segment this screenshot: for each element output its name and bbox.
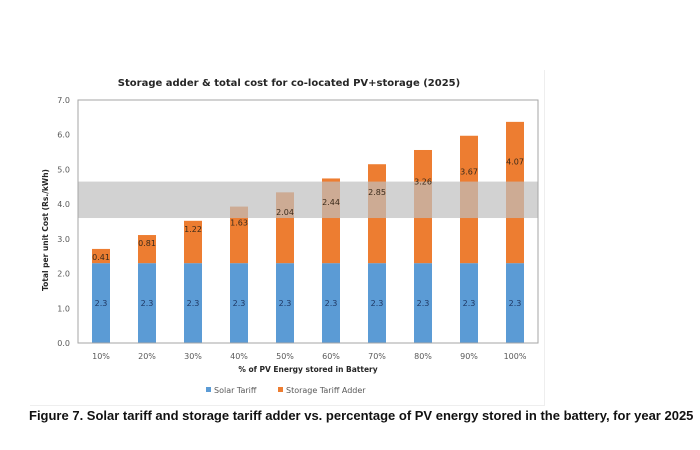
chart-title: Storage adder & total cost for co-locate… <box>118 78 460 89</box>
data-label: 2.44 <box>322 198 340 207</box>
bar-solar-tariff-90pct <box>460 263 478 343</box>
data-label: 1.22 <box>184 225 202 234</box>
bar-solar-tariff-40pct <box>230 263 248 343</box>
y-tick-label: 2.0 <box>57 270 70 279</box>
x-tick-label: 90% <box>460 352 478 361</box>
data-label: 2.3 <box>325 299 338 308</box>
data-label: 0.81 <box>138 239 156 248</box>
legend: Solar Tariff Storage Tariff Adder <box>206 386 366 395</box>
x-tick-label: 70% <box>368 352 386 361</box>
x-tick-label: 50% <box>276 352 294 361</box>
legend-label-solar-tariff: Solar Tariff <box>214 386 257 395</box>
x-tick-label: 40% <box>230 352 248 361</box>
bar-solar-tariff-80pct <box>414 263 432 343</box>
data-label: 2.04 <box>276 208 294 217</box>
data-label: 2.3 <box>463 299 476 308</box>
bar-solar-tariff-20pct <box>138 263 156 343</box>
data-label: 2.3 <box>95 299 108 308</box>
bar-solar-tariff-10pct <box>92 263 110 343</box>
x-tick-label: 80% <box>414 352 432 361</box>
x-tick-label: 60% <box>322 352 340 361</box>
bar-solar-tariff-60pct <box>322 263 340 343</box>
bar-storage-tariff-adder-40pct <box>230 206 248 264</box>
data-label: 2.3 <box>371 299 384 308</box>
bar-storage-tariff-adder-10pct <box>92 248 110 264</box>
data-label: 2.3 <box>279 299 292 308</box>
bar-storage-tariff-adder-30pct <box>184 220 202 264</box>
data-label: 2.3 <box>233 299 246 308</box>
y-tick-label: 1.0 <box>57 304 70 313</box>
y-tick-label: 4.0 <box>57 200 70 209</box>
data-label: 0.41 <box>92 253 110 262</box>
data-label: 1.63 <box>230 218 248 227</box>
shaded-band <box>78 181 538 219</box>
bar-solar-tariff-70pct <box>368 263 386 343</box>
data-label: 3.26 <box>414 178 432 187</box>
legend-swatch-solar-tariff <box>206 387 211 392</box>
data-label: 4.07 <box>506 157 524 166</box>
y-tick-label: 6.0 <box>57 131 70 140</box>
figure-caption: Figure 7. Solar tariff and storage tarif… <box>29 408 694 423</box>
x-tick-label: 30% <box>184 352 202 361</box>
x-tick-label: 20% <box>138 352 156 361</box>
y-tick-label: 0.0 <box>57 339 70 348</box>
y-tick-label: 3.0 <box>57 235 70 244</box>
data-label: 2.85 <box>368 188 386 197</box>
plot-area-border <box>77 99 539 344</box>
y-axis-label: Total per unit Cost (Rs./kWh) <box>41 169 50 291</box>
chart-frame: Storage adder & total cost for co-locate… <box>30 70 545 406</box>
x-tick-label: 10% <box>92 352 110 361</box>
stacked-bar-chart: Storage adder & total cost for co-locate… <box>41 78 539 395</box>
y-tick-label: 5.0 <box>57 165 70 174</box>
data-label: 2.3 <box>509 299 522 308</box>
x-tick-label: 100% <box>504 352 527 361</box>
data-label: 2.3 <box>141 299 154 308</box>
x-axis-label: % of PV Energy stored in Battery <box>238 365 377 374</box>
bar-solar-tariff-30pct <box>184 263 202 343</box>
bar-solar-tariff-50pct <box>276 263 294 343</box>
data-label: 2.3 <box>417 299 430 308</box>
legend-swatch-storage-tariff-adder <box>278 387 283 392</box>
data-label: 3.67 <box>460 167 478 176</box>
data-label: 2.3 <box>187 299 200 308</box>
legend-label-storage-tariff-adder: Storage Tariff Adder <box>286 386 366 395</box>
bar-solar-tariff-100pct <box>506 263 524 343</box>
bar-storage-tariff-adder-20pct <box>138 235 156 264</box>
y-tick-label: 7.0 <box>57 96 70 105</box>
